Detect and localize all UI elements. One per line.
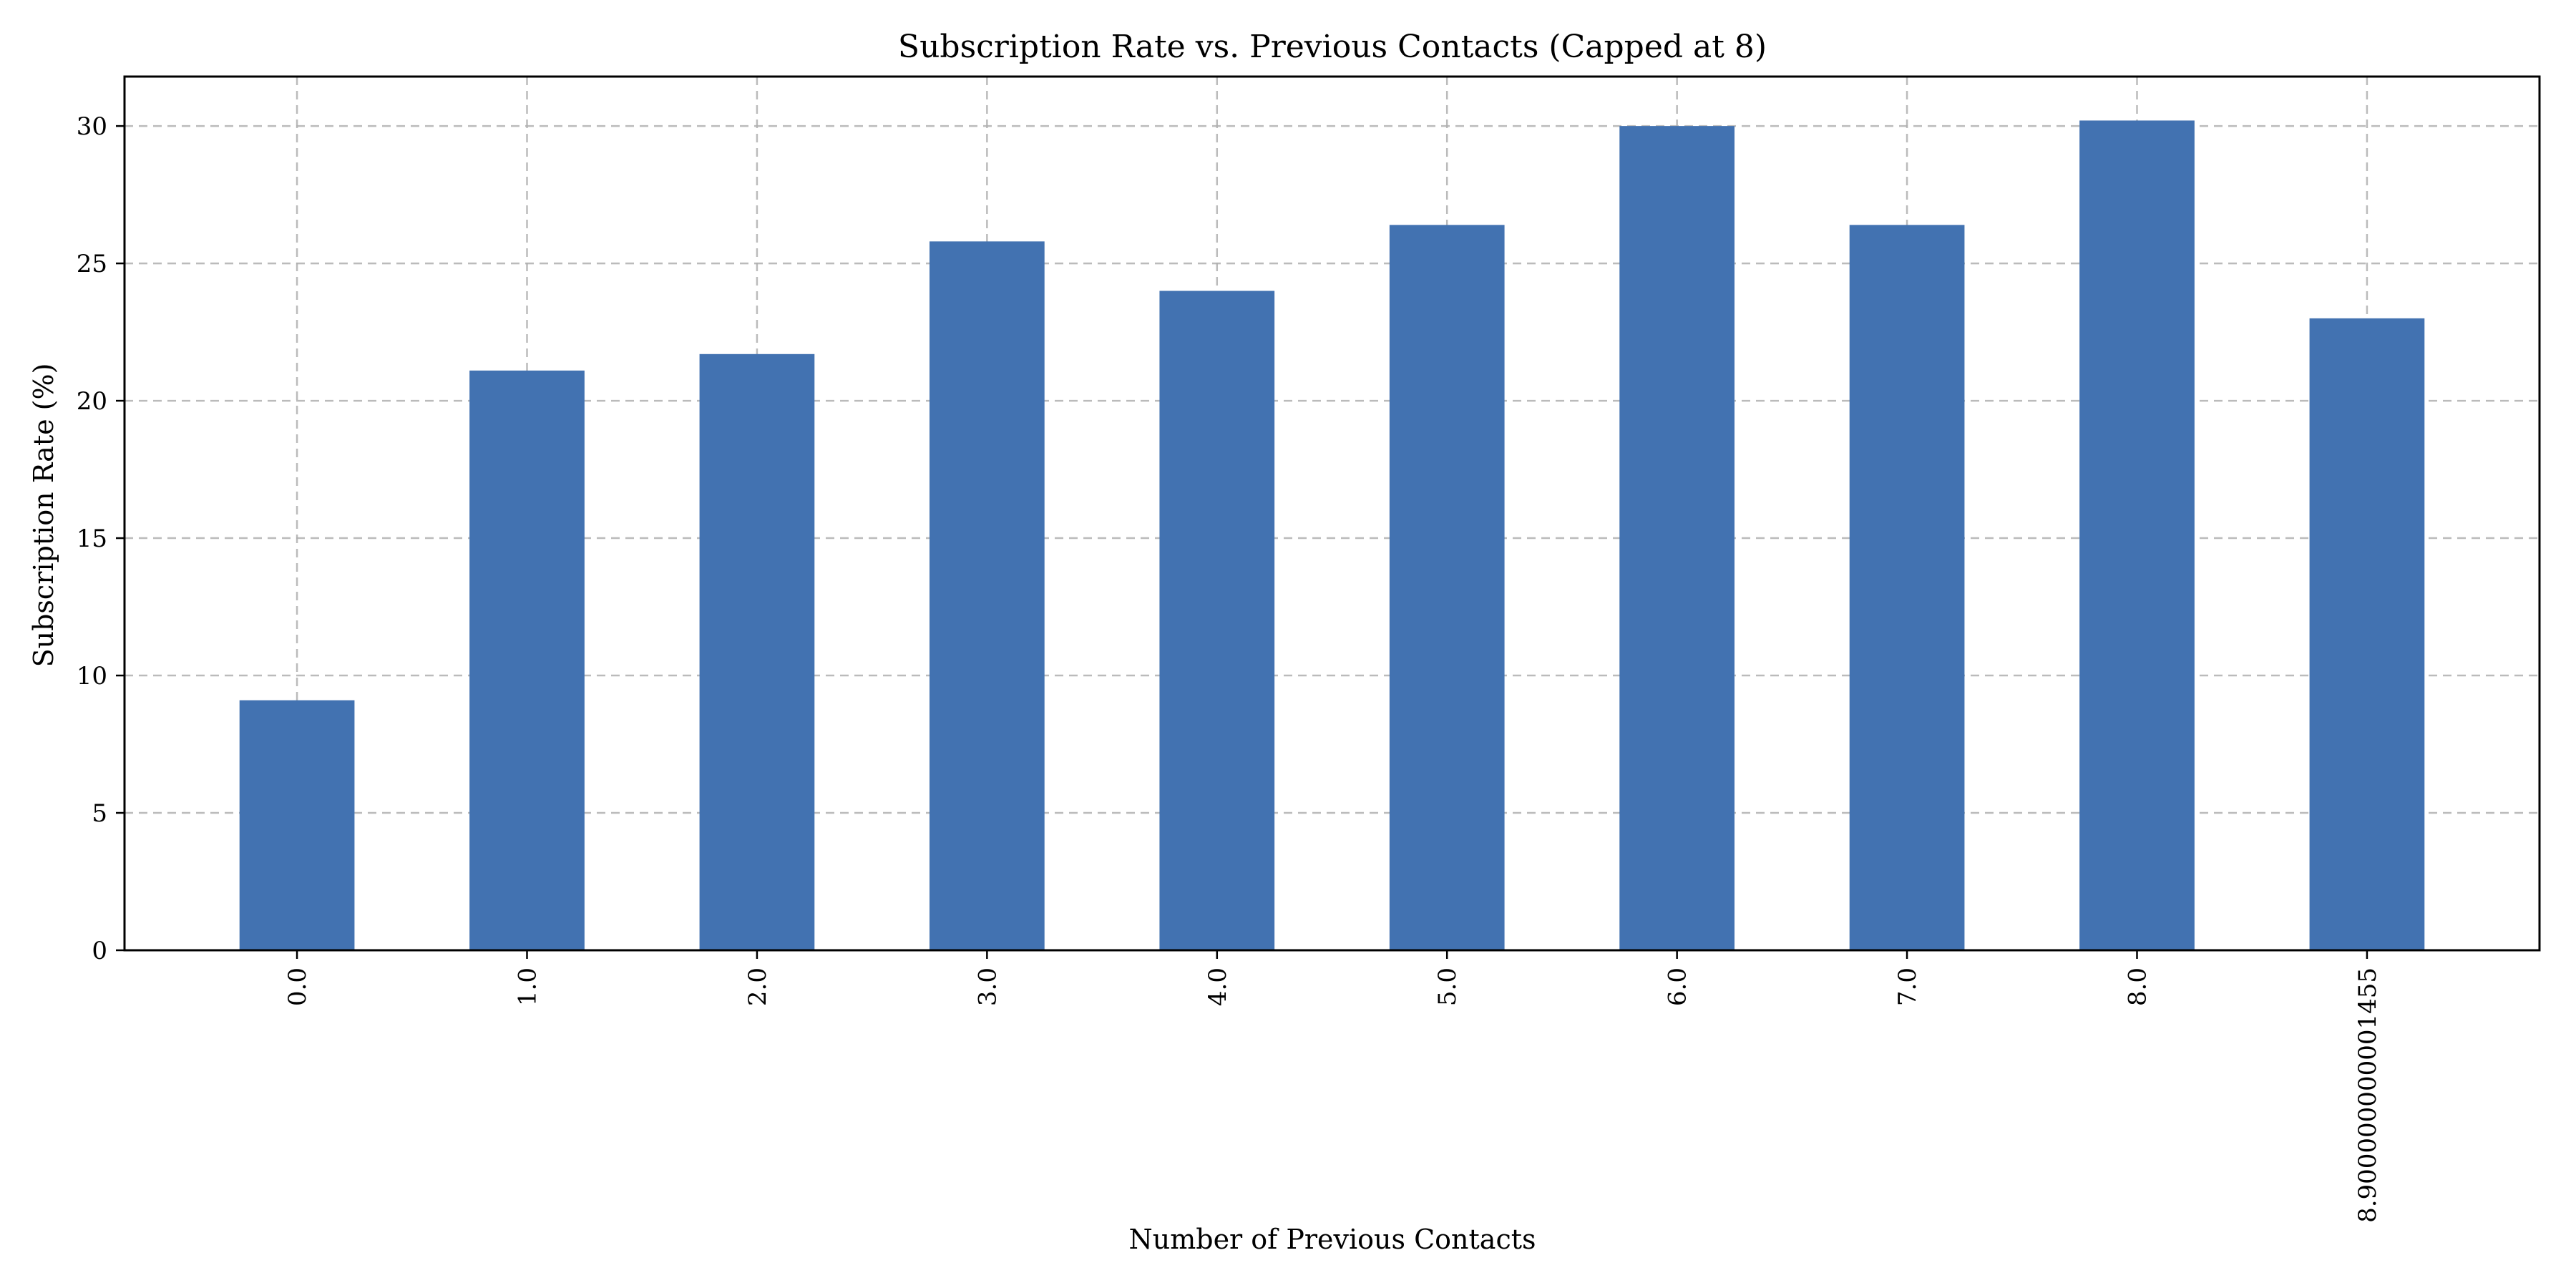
y-tick-label-4: 20 <box>77 387 107 416</box>
bars-layer <box>239 120 2425 951</box>
y-tick-label-1: 5 <box>92 799 107 828</box>
x-tick-label-2: 2.0 <box>743 967 772 1006</box>
x-tick-label-0: 0.0 <box>283 967 312 1006</box>
x-tick-label-6: 6.0 <box>1664 967 1692 1006</box>
ticks-layer: 0 5 10 15 20 25 30 0.0 1.0 2.0 3.0 4.0 5.0 6.0 7.0 8.0 8… <box>77 112 2382 1223</box>
bar-1 <box>469 370 585 950</box>
bar-2 <box>699 353 815 950</box>
y-tick-label-6: 30 <box>77 112 107 141</box>
bar-7 <box>1849 225 1965 951</box>
x-tick-label-8: 8.0 <box>2124 967 2152 1006</box>
bar-5 <box>1389 225 1505 951</box>
y-tick-label-0: 0 <box>92 937 107 965</box>
y-axis-label: Subscription Rate (%) <box>28 364 59 668</box>
bar-8 <box>2079 120 2195 950</box>
bar-3 <box>930 241 1045 951</box>
x-tick-label-1: 1.0 <box>514 967 542 1006</box>
x-axis-label: Number of Previous Contacts <box>1128 1224 1536 1255</box>
y-tick-label-3: 15 <box>77 525 107 553</box>
y-tick-label-2: 10 <box>77 662 107 691</box>
bar-9 <box>2309 318 2425 950</box>
bar-0 <box>239 700 355 950</box>
bar-6 <box>1619 126 1735 951</box>
x-tick-label-3: 3.0 <box>973 967 1002 1006</box>
x-tick-label-4: 4.0 <box>1204 967 1232 1006</box>
chart-title: Subscription Rate vs. Previous Contacts … <box>898 29 1767 65</box>
x-tick-label-9: 8.900000000001455 <box>2353 967 2382 1223</box>
x-tick-label-5: 5.0 <box>1433 967 1462 1006</box>
plot-frame <box>123 75 2541 952</box>
y-tick-label-5: 25 <box>77 250 107 278</box>
bar-4 <box>1159 291 1275 950</box>
x-tick-label-7: 7.0 <box>1893 967 1922 1006</box>
